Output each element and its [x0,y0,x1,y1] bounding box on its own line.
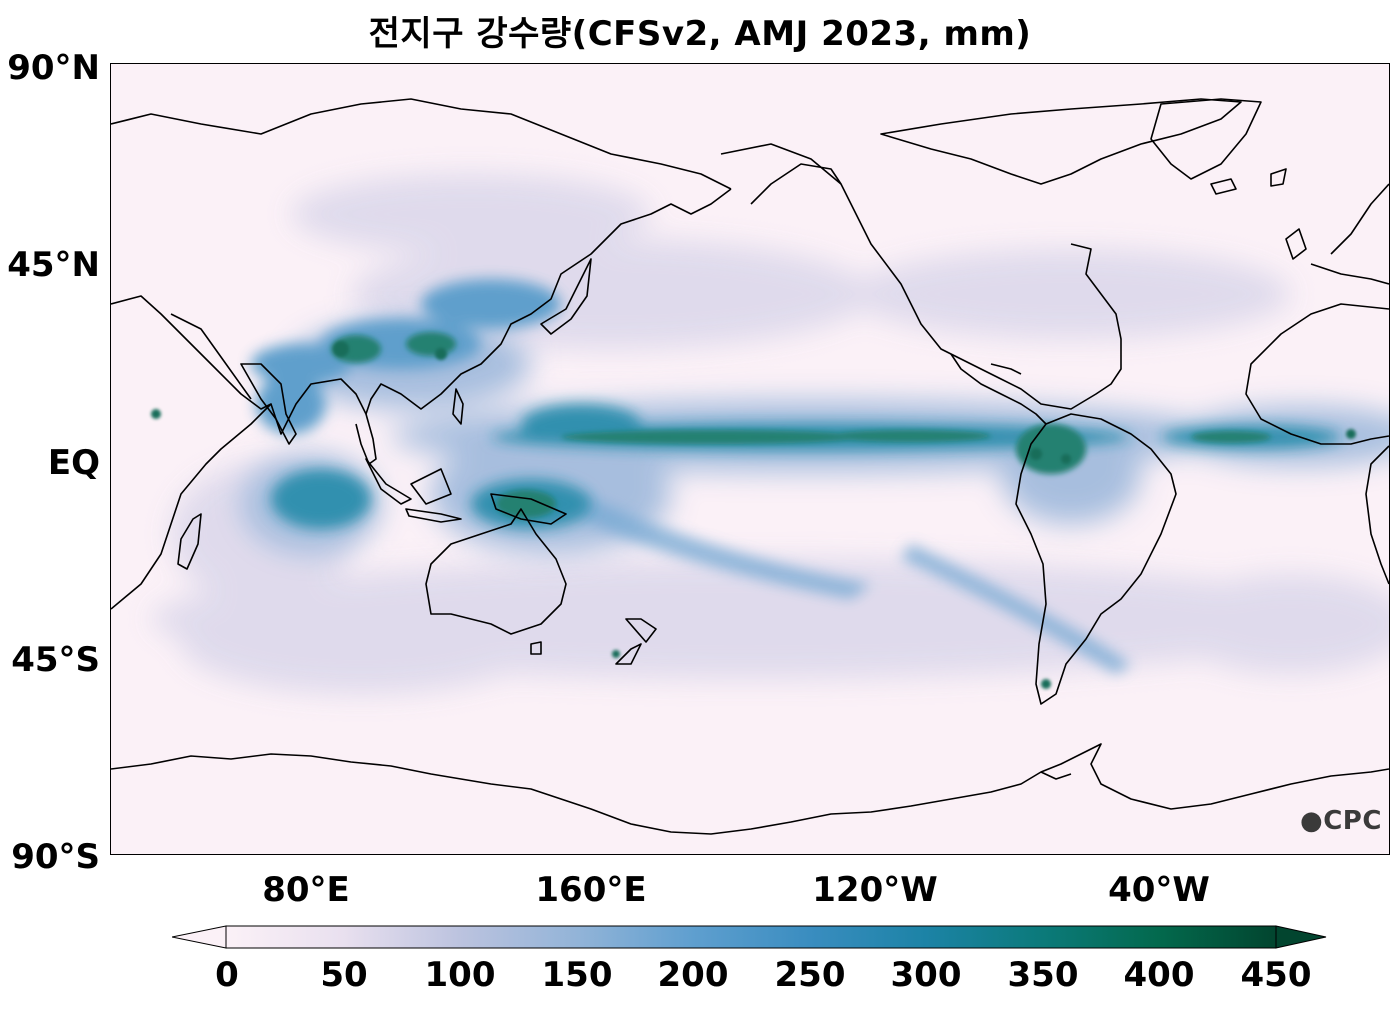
map-title: 전지구 강수량(CFSv2, AMJ 2023, mm) [368,14,1032,54]
colorbar-tick-300: 300 [890,955,962,995]
colorbar-body [225,925,1277,949]
lon-label-160e: 160°E [535,870,647,910]
colorbar-tick-0: 0 [215,955,239,995]
lat-label-eq: EQ [47,443,100,483]
colorbar-tick-400: 400 [1123,955,1195,995]
colorbar-tick-150: 150 [541,955,613,995]
lat-label-90n: 90°N [7,48,100,88]
lon-label-120w: 120°W [812,870,938,910]
colorbar-tick-100: 100 [424,955,496,995]
lon-label-80e: 80°E [262,870,350,910]
colorbar [172,925,1327,949]
colorbar-tick-250: 250 [774,955,846,995]
lon-label-40w: 40°W [1108,870,1210,910]
cpc-watermark: ●CPC [1300,806,1382,836]
colorbar-max-extend [1275,925,1327,949]
lat-label-90s: 90°S [11,837,100,877]
colorbar-tick-200: 200 [657,955,729,995]
colorbar-tick-450: 450 [1240,955,1312,995]
coastlines [111,98,1389,835]
colorbar-tick-50: 50 [320,955,368,995]
lat-label-45s: 45°S [11,640,100,680]
lat-label-45n: 45°N [7,245,100,285]
colorbar-min-extend [172,925,227,949]
precipitation-map [110,63,1390,855]
colorbar-tick-350: 350 [1007,955,1079,995]
precip-field [151,174,1389,694]
cpc-logo-icon: ● [1300,806,1324,836]
